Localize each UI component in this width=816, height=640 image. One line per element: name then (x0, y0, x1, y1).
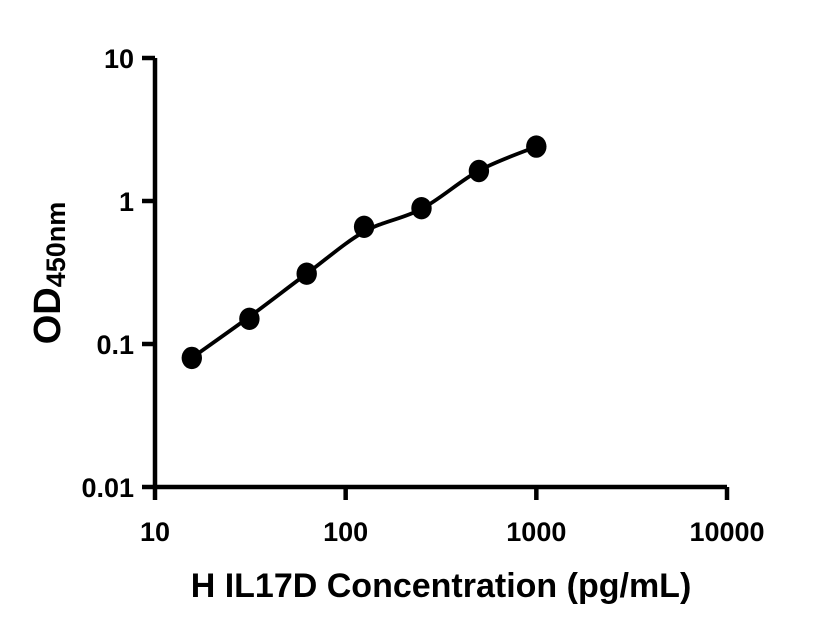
data-point (468, 159, 490, 183)
data-point (353, 215, 375, 238)
y-axis-title-subscript: 450nm (41, 202, 71, 288)
y-axis-title-main: OD (27, 287, 69, 344)
data-point (526, 135, 547, 158)
y-axis-title: OD450nm (27, 202, 71, 345)
x-axis-title: H IL17D Concentration (pg/mL) (191, 567, 692, 605)
y-tick-label: 0.01 (81, 473, 134, 503)
data-point (239, 307, 260, 330)
tick-labels: 10 100 1000 10000 0.01 0.1 1 10 (81, 44, 764, 547)
y-tick-label: 10 (104, 44, 134, 74)
y-tick-label: 0.1 (96, 330, 134, 360)
data-point (411, 197, 432, 220)
x-tick-label: 100 (323, 517, 368, 547)
axis-spines (152, 58, 727, 490)
tick-marks (142, 55, 730, 500)
data-points (181, 135, 547, 370)
x-tick-label: 1000 (506, 517, 566, 547)
x-tick-label: 10000 (689, 517, 764, 547)
x-tick-label: 10 (140, 517, 170, 547)
y-tick-label: 1 (119, 187, 134, 217)
data-point (181, 346, 202, 370)
data-point (296, 262, 317, 285)
